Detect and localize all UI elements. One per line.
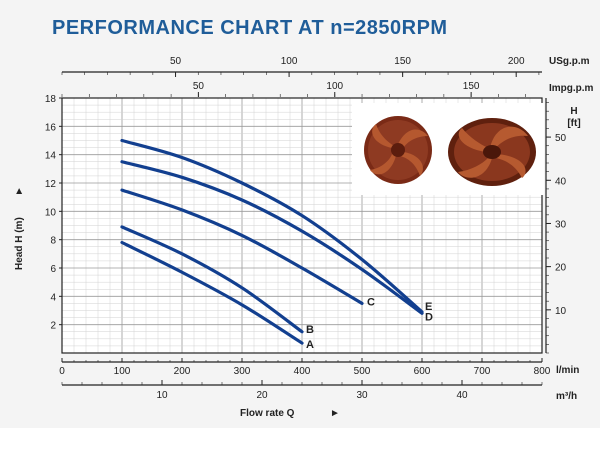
head-tick-label: 10 (45, 207, 57, 218)
usgpm-tick-label: 100 (281, 56, 298, 67)
lmin-tick-label: 800 (534, 366, 551, 377)
curve-label-a: A (306, 339, 314, 351)
m3h-unit-label: m³/h (556, 391, 577, 402)
head-tick-label: 6 (50, 264, 56, 275)
impeller-left-icon (364, 116, 432, 184)
axes: 0 100 200 300 400 500 600 700 800 10 20 30 40 50 100 15… (45, 56, 567, 401)
m3h-tick-label: 20 (256, 390, 268, 401)
usgpm-tick-label: 200 (508, 56, 525, 67)
ft-tick-label: 30 (555, 219, 567, 230)
m3h-tick-label: 40 (456, 390, 468, 401)
lmin-tick-label: 300 (234, 366, 251, 377)
usgpm-unit-label: USg.p.m (549, 56, 590, 67)
head-tick-label: 12 (45, 179, 57, 190)
impgpm-tick-label: 150 (463, 81, 480, 92)
curve-e (120, 138, 424, 314)
head-tick-label: 16 (45, 122, 57, 133)
plot-frame (61, 97, 543, 354)
impgpm-tick-label: 100 (326, 81, 343, 92)
usgpm-tick-label: 150 (394, 56, 411, 67)
head-tick-label: 2 (50, 321, 56, 332)
lmin-tick-label: 500 (354, 366, 371, 377)
head-tick-label: 4 (50, 292, 56, 303)
curve-c (120, 188, 364, 306)
curve-labels: AB C DE (306, 296, 433, 351)
curve-label-b: B (306, 324, 314, 336)
ft-tick-label: 40 (555, 176, 567, 187)
ft-tick-label: 20 (555, 263, 567, 274)
curve-b (120, 225, 304, 334)
head-axis-arrow: ► (14, 186, 25, 196)
lmin-unit-label: l/min (556, 365, 579, 376)
m3h-tick-label: 30 (356, 390, 368, 401)
head-axis-label: Head H (m) (14, 217, 25, 270)
curve-d (120, 160, 424, 315)
head-tick-label: 18 (45, 94, 57, 105)
ft-tick-label: 50 (555, 133, 567, 144)
footer-band (0, 428, 600, 466)
usgpm-tick-label: 50 (170, 56, 182, 67)
lmin-tick-label: 0 (59, 366, 65, 377)
lmin-tick-label: 400 (294, 366, 311, 377)
impeller-right-icon (448, 118, 536, 186)
lmin-tick-label: 600 (414, 366, 431, 377)
ft-tick-label: 10 (555, 306, 567, 317)
impgpm-unit-label: Impg.p.m (549, 83, 594, 94)
lmin-tick-label: 100 (114, 366, 131, 377)
curves (120, 138, 424, 345)
impgpm-tick-label: 50 (193, 81, 205, 92)
ft-unit-label-bottom: [ft] (567, 118, 580, 129)
impeller-photo (352, 103, 544, 195)
m3h-tick-label: 10 (156, 390, 168, 401)
head-tick-label: 14 (45, 151, 57, 162)
flow-axis-label: Flow rate Q (240, 408, 295, 419)
lmin-tick-label: 200 (174, 366, 191, 377)
ft-unit-label-top: H (570, 106, 577, 117)
curve-label-d: D (425, 311, 433, 323)
chart-title: PERFORMANCE CHART AT n=2850RPM (52, 17, 448, 39)
flow-axis-arrow: ► (330, 408, 340, 419)
curve-a (120, 240, 304, 345)
lmin-tick-label: 700 (474, 366, 491, 377)
head-tick-label: 8 (50, 236, 56, 247)
curve-label-e: E (425, 301, 432, 313)
curve-label-c: C (367, 296, 375, 308)
